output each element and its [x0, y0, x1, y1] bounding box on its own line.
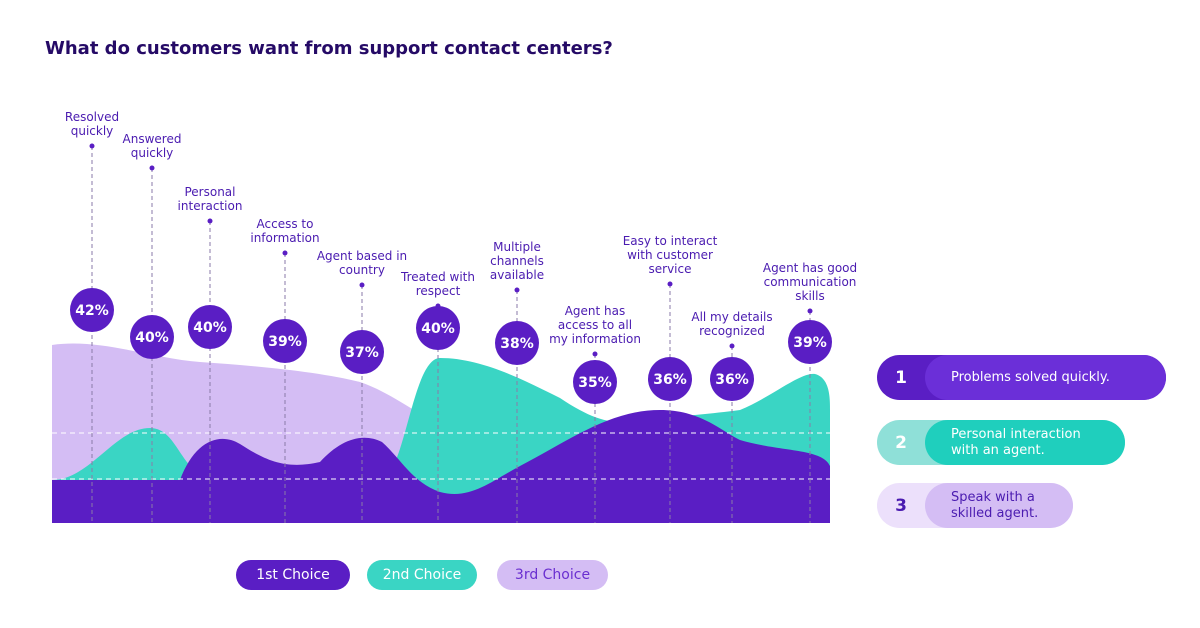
value-bubble — [340, 330, 384, 374]
value-bubble — [710, 357, 754, 401]
value-label: 36% — [715, 372, 749, 388]
category-label: Agent has access to all my information — [549, 304, 641, 346]
category-label: Treated with respect — [401, 270, 475, 298]
reason-pill: 3 Speak with a skilled agent. — [877, 483, 1073, 528]
reason-text: Speak with a skilled agent. — [925, 483, 1073, 528]
category-label: Personal interaction — [177, 185, 243, 213]
leader-dot — [729, 343, 735, 349]
value-bubble — [188, 305, 232, 349]
leader-dot — [359, 282, 365, 288]
value-bubble — [648, 357, 692, 401]
leader-dot — [149, 165, 155, 171]
category-label: Resolved quickly — [64, 110, 120, 138]
leader-dot — [514, 287, 520, 293]
category-label: Access to information — [250, 217, 320, 245]
reason-rank: 1 — [895, 367, 907, 388]
value-label: 38% — [500, 336, 534, 352]
reason-text: Problems solved quickly. — [925, 355, 1166, 400]
area-first — [52, 410, 830, 523]
reason-rank: 2 — [895, 432, 907, 453]
reason-text: Personal interaction with an agent. — [925, 420, 1125, 465]
value-bubble — [416, 306, 460, 350]
reason-label: Problems solved quickly. — [951, 369, 1110, 385]
value-label: 40% — [135, 330, 169, 346]
legend-item: 1st Choice — [236, 560, 350, 590]
leader-dot — [282, 250, 288, 256]
reason-pill: 1 Problems solved quickly. — [877, 355, 1166, 400]
leader-dot — [207, 218, 213, 224]
value-bubble — [788, 320, 832, 364]
leader-dot — [89, 143, 95, 149]
category-label: Agent has good communication skills — [762, 261, 858, 303]
value-label: 39% — [268, 334, 302, 350]
category-label: Multiple channels available — [489, 240, 545, 282]
reason-rank: 3 — [895, 495, 907, 516]
value-bubble — [495, 321, 539, 365]
reason-label: Personal interaction with an agent. — [951, 426, 1081, 458]
leader-dot — [592, 351, 598, 357]
value-bubble — [70, 288, 114, 332]
value-bubble — [263, 319, 307, 363]
value-label: 39% — [793, 335, 827, 351]
value-bubble — [130, 315, 174, 359]
chart-title: What do customers want from support cont… — [45, 38, 613, 59]
reason-label: Speak with a skilled agent. — [951, 489, 1039, 521]
reason-pill: 2 Personal interaction with an agent. — [877, 420, 1125, 465]
category-label: Answered quickly — [122, 132, 182, 160]
value-label: 40% — [193, 320, 227, 336]
value-label: 36% — [653, 372, 687, 388]
category-label: Agent based in country — [316, 249, 408, 277]
leader-dot — [667, 281, 673, 287]
leader-dot — [807, 308, 813, 314]
value-bubble — [573, 360, 617, 404]
category-label: Easy to interact with customer service — [622, 234, 718, 276]
legend-item: 2nd Choice — [367, 560, 477, 590]
legend-item: 3rd Choice — [497, 560, 608, 590]
value-label: 37% — [345, 345, 379, 361]
category-label: All my details recognized — [691, 310, 773, 338]
value-label: 40% — [421, 321, 455, 337]
value-label: 42% — [75, 303, 109, 319]
value-label: 35% — [578, 375, 612, 391]
